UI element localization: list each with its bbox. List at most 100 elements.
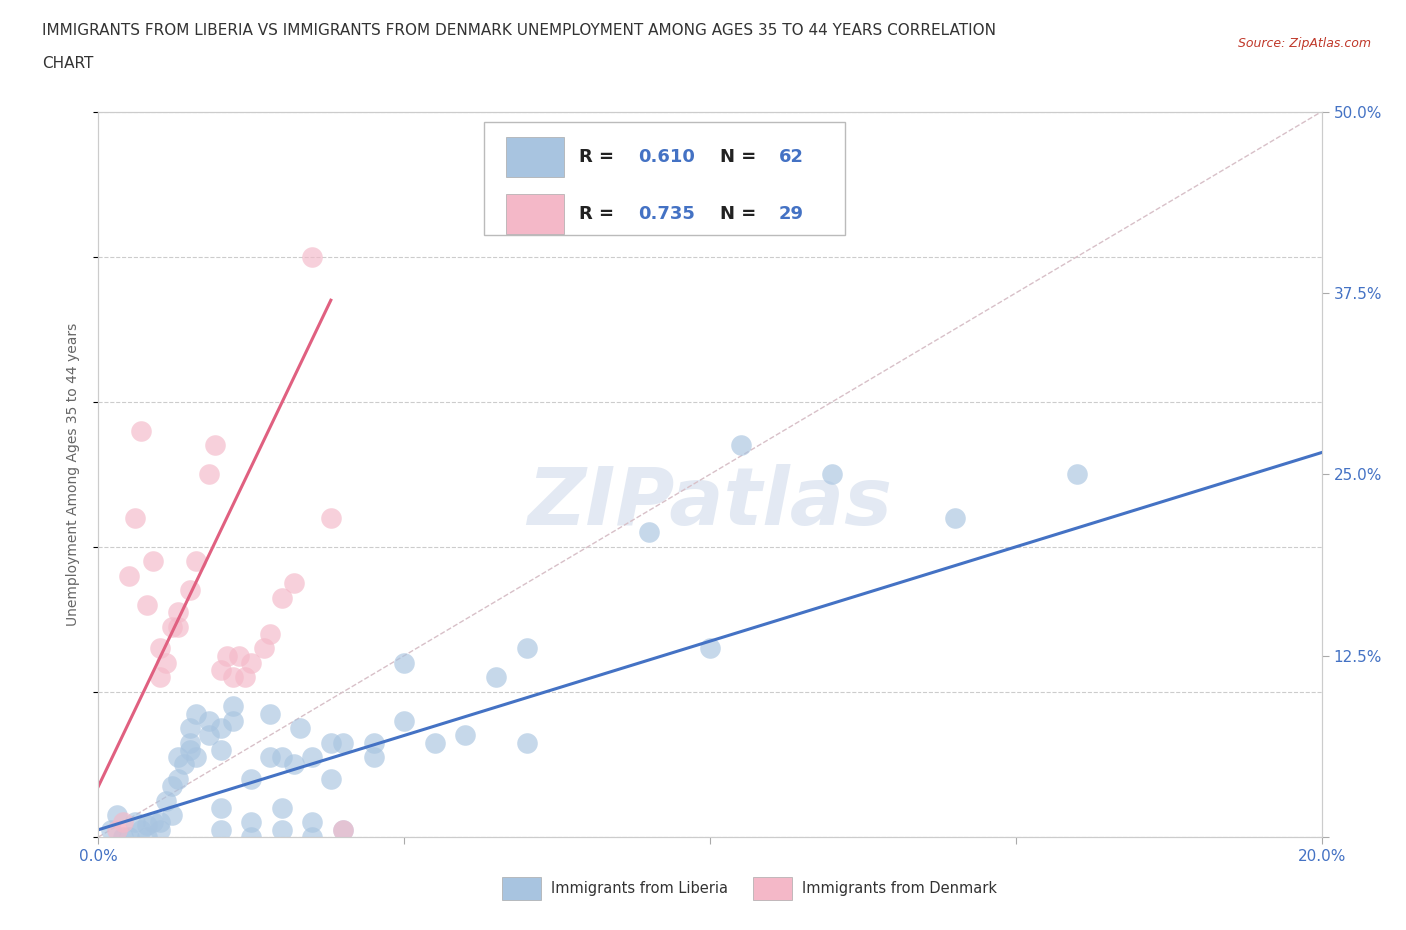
Text: Source: ZipAtlas.com: Source: ZipAtlas.com xyxy=(1237,37,1371,50)
Point xyxy=(118,830,141,844)
Point xyxy=(301,750,323,764)
Point xyxy=(301,249,323,264)
Text: R =: R = xyxy=(579,205,620,222)
Point xyxy=(136,818,159,833)
Point xyxy=(111,830,134,844)
Point xyxy=(240,656,263,671)
Point xyxy=(155,793,177,808)
Point xyxy=(270,822,292,837)
Point xyxy=(167,772,190,787)
Point xyxy=(259,706,281,721)
Text: N =: N = xyxy=(720,149,762,166)
Point xyxy=(197,728,219,743)
Point xyxy=(1066,467,1088,482)
Point xyxy=(319,772,342,787)
Point xyxy=(209,742,232,757)
Point xyxy=(197,713,219,728)
Point xyxy=(222,670,245,684)
Point xyxy=(149,670,172,684)
Point xyxy=(167,750,190,764)
Point xyxy=(637,525,661,539)
Text: N =: N = xyxy=(720,205,762,222)
Point xyxy=(363,736,385,751)
Point xyxy=(259,750,281,764)
Point xyxy=(186,554,208,569)
Point xyxy=(215,648,238,663)
Text: CHART: CHART xyxy=(42,56,94,71)
Bar xyxy=(506,138,564,178)
Point xyxy=(209,801,232,816)
Point xyxy=(124,511,146,525)
Point xyxy=(240,830,263,844)
Point xyxy=(197,467,219,482)
Point xyxy=(332,736,354,751)
Point xyxy=(222,713,245,728)
Point xyxy=(160,619,183,634)
Text: 0.735: 0.735 xyxy=(638,205,695,222)
Point xyxy=(821,467,844,482)
Point xyxy=(319,736,342,751)
Point xyxy=(485,670,508,684)
Point xyxy=(270,801,292,816)
Point xyxy=(111,815,134,830)
Point xyxy=(943,511,966,525)
Point xyxy=(301,830,323,844)
Point xyxy=(233,670,256,684)
Point xyxy=(204,438,226,453)
Point xyxy=(392,713,416,728)
Point xyxy=(240,815,263,830)
Text: R =: R = xyxy=(579,149,620,166)
Point xyxy=(259,627,281,642)
Point xyxy=(228,648,250,663)
Point xyxy=(167,604,190,619)
Point xyxy=(454,728,477,743)
Point xyxy=(209,822,232,837)
Point xyxy=(222,699,245,714)
Point xyxy=(270,750,292,764)
Point xyxy=(283,757,305,772)
Point xyxy=(173,757,195,772)
Bar xyxy=(502,877,541,900)
Point xyxy=(332,822,354,837)
Point xyxy=(240,772,263,787)
FancyBboxPatch shape xyxy=(484,123,845,235)
Point xyxy=(149,815,172,830)
Point xyxy=(283,576,305,591)
Point xyxy=(167,619,190,634)
Point xyxy=(252,641,274,656)
Y-axis label: Unemployment Among Ages 35 to 44 years: Unemployment Among Ages 35 to 44 years xyxy=(66,323,80,626)
Bar xyxy=(752,877,792,900)
Point xyxy=(179,742,201,757)
Point xyxy=(142,554,165,569)
Point xyxy=(209,721,232,736)
Point xyxy=(149,822,172,837)
Point xyxy=(209,663,232,678)
Point xyxy=(290,721,312,736)
Point xyxy=(179,583,201,598)
Point xyxy=(270,591,292,605)
Text: 62: 62 xyxy=(779,149,804,166)
Bar xyxy=(506,193,564,233)
Point xyxy=(142,815,165,830)
Text: 0.610: 0.610 xyxy=(638,149,695,166)
Point xyxy=(730,438,752,453)
Point xyxy=(423,736,446,751)
Point xyxy=(160,808,183,823)
Point xyxy=(179,721,201,736)
Point xyxy=(129,423,152,438)
Text: Immigrants from Liberia: Immigrants from Liberia xyxy=(551,881,728,896)
Text: IMMIGRANTS FROM LIBERIA VS IMMIGRANTS FROM DENMARK UNEMPLOYMENT AMONG AGES 35 TO: IMMIGRANTS FROM LIBERIA VS IMMIGRANTS FR… xyxy=(42,23,997,38)
Text: 29: 29 xyxy=(779,205,804,222)
Point xyxy=(160,778,183,793)
Point xyxy=(332,822,354,837)
Point xyxy=(301,815,323,830)
Point xyxy=(118,568,141,583)
Point xyxy=(392,656,416,671)
Point xyxy=(319,511,342,525)
Point xyxy=(105,808,128,823)
Point xyxy=(699,641,721,656)
Point xyxy=(149,641,172,656)
Point xyxy=(100,822,122,837)
Point xyxy=(516,736,538,751)
Point xyxy=(186,750,208,764)
